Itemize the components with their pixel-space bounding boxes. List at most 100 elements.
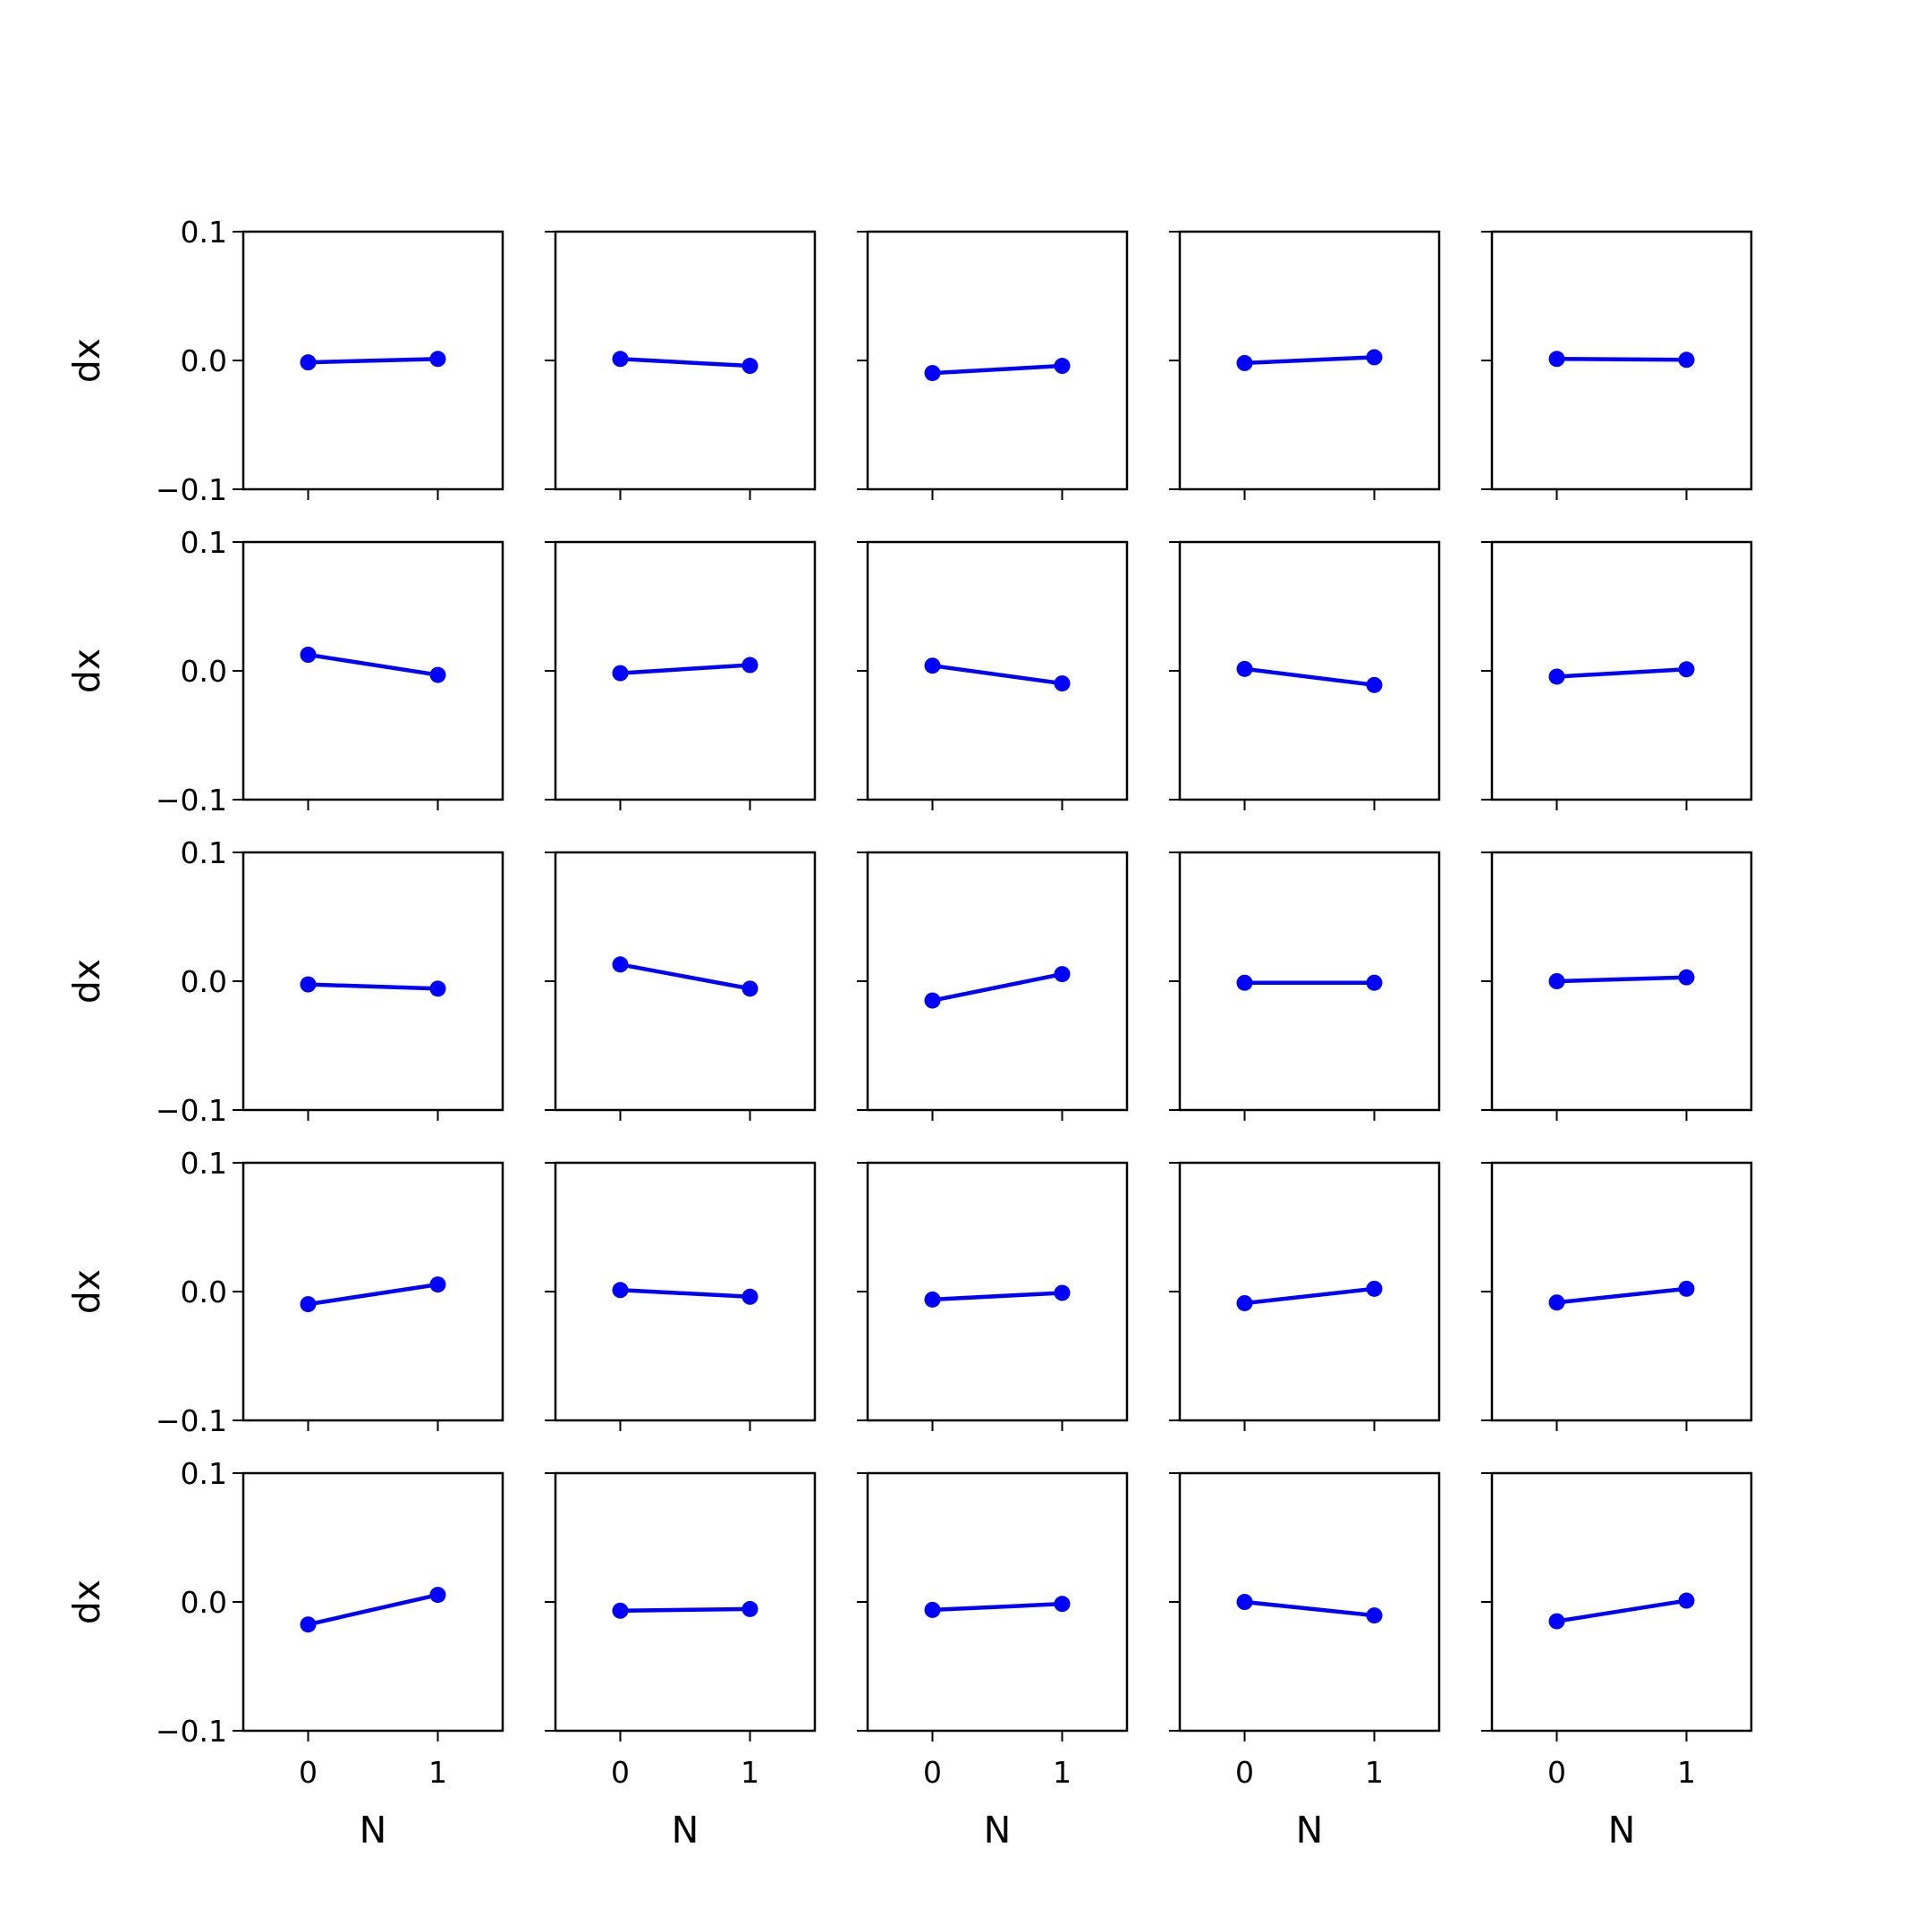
series-line bbox=[930, 363, 1064, 376]
data-point bbox=[1236, 354, 1253, 371]
data-point bbox=[1236, 974, 1253, 991]
data-point bbox=[741, 1600, 758, 1617]
y-tick-label: 0.1 bbox=[181, 1146, 227, 1181]
data-point bbox=[1678, 661, 1695, 678]
axes-frame bbox=[866, 1471, 1129, 1733]
data-point bbox=[924, 1291, 941, 1308]
data-point bbox=[429, 351, 446, 368]
axes-frame bbox=[1490, 1161, 1753, 1422]
x-tick-label: 0 bbox=[299, 1755, 318, 1790]
axes-frame bbox=[866, 230, 1129, 491]
subplot-r4-c4 bbox=[1169, 1161, 1441, 1431]
subplot-r3-c4 bbox=[1169, 851, 1441, 1121]
x-tick-label: 1 bbox=[741, 1755, 759, 1790]
data-point bbox=[1366, 1607, 1383, 1624]
x-tick-label: 0 bbox=[923, 1755, 942, 1790]
subplot-r5-c3: 0 1 N bbox=[857, 1471, 1129, 1852]
data-point bbox=[741, 1288, 758, 1305]
data-point bbox=[612, 351, 629, 368]
y-tick-label: 0.1 bbox=[181, 525, 227, 560]
subplot-r3-c2 bbox=[545, 851, 817, 1121]
data-point bbox=[300, 354, 317, 371]
series-line bbox=[305, 1592, 441, 1627]
data-point bbox=[1366, 1280, 1383, 1297]
series-line bbox=[1241, 666, 1377, 688]
subplot-r2-c4 bbox=[1169, 540, 1441, 810]
axes-frame bbox=[1178, 230, 1441, 491]
series-line bbox=[1242, 1286, 1377, 1306]
data-point bbox=[300, 1616, 317, 1633]
x-tick-label: 0 bbox=[1235, 1755, 1254, 1790]
data-point bbox=[300, 976, 317, 993]
y-tick-label: 0.0 bbox=[181, 654, 227, 689]
axes-frame bbox=[1490, 851, 1753, 1112]
data-point bbox=[1548, 1294, 1565, 1311]
data-point bbox=[1678, 969, 1695, 986]
series-line bbox=[618, 356, 752, 369]
data-point bbox=[1054, 1596, 1071, 1613]
series-line bbox=[618, 1287, 752, 1300]
subplot-r4-c1: −0.1 0.0 0.1 dx bbox=[65, 1146, 504, 1438]
data-point bbox=[1678, 1280, 1695, 1297]
y-tick-label: −0.1 bbox=[156, 1403, 227, 1438]
data-point bbox=[429, 1276, 446, 1293]
x-axis-label: N bbox=[672, 1809, 699, 1852]
subplot-r4-c5 bbox=[1481, 1161, 1753, 1431]
y-tick-label: 0.1 bbox=[181, 215, 227, 250]
series-line bbox=[930, 1291, 1064, 1302]
axes-frame bbox=[866, 1161, 1129, 1422]
x-tick-label: 0 bbox=[611, 1755, 630, 1790]
series-line bbox=[305, 652, 441, 678]
subplot-r5-c5: 0 1 N bbox=[1481, 1471, 1753, 1852]
axes-frame bbox=[1490, 540, 1753, 801]
series-line bbox=[618, 1606, 752, 1614]
subplot-r4-c2 bbox=[545, 1161, 817, 1431]
data-point bbox=[1548, 1613, 1565, 1630]
x-axis-label: N bbox=[1608, 1809, 1636, 1852]
subplot-r5-c4: 0 1 N bbox=[1169, 1471, 1441, 1852]
series-line bbox=[618, 663, 752, 675]
subplot-r2-c1: −0.1 0.0 0.1 dx bbox=[65, 525, 504, 818]
y-tick-label: 0.0 bbox=[181, 343, 227, 378]
data-point bbox=[300, 647, 317, 663]
data-point bbox=[1548, 973, 1565, 989]
subplot-r3-c1: −0.1 0.0 0.1 dx bbox=[65, 835, 504, 1128]
data-point bbox=[1678, 352, 1695, 369]
data-point bbox=[741, 358, 758, 375]
subplot-r2-c2 bbox=[545, 540, 817, 810]
y-tick-label: −0.1 bbox=[156, 472, 227, 507]
series-line bbox=[1242, 355, 1377, 366]
y-axis-label: dx bbox=[65, 1269, 108, 1314]
axes-frame bbox=[242, 1471, 504, 1733]
x-axis-label: N bbox=[984, 1809, 1012, 1852]
y-tick-label: −0.1 bbox=[156, 1093, 227, 1128]
y-tick-label: 0.1 bbox=[181, 1456, 227, 1491]
series-line bbox=[929, 971, 1065, 1004]
subplot-r1-c4 bbox=[1169, 230, 1441, 500]
axes-frame bbox=[554, 851, 817, 1112]
data-point bbox=[1054, 358, 1071, 375]
series-line bbox=[1555, 357, 1689, 362]
y-axis-label: dx bbox=[65, 648, 108, 693]
x-tick-label: 1 bbox=[1677, 1755, 1696, 1790]
series-line bbox=[1555, 1286, 1689, 1305]
axes-frame bbox=[554, 540, 817, 801]
axes-frame bbox=[242, 540, 504, 801]
subplot-r2-c5 bbox=[1481, 540, 1753, 810]
axes-frame bbox=[1178, 851, 1441, 1112]
data-point bbox=[924, 365, 941, 382]
axes-frame bbox=[242, 230, 504, 491]
axes-frame bbox=[242, 1161, 504, 1422]
data-point bbox=[612, 1602, 629, 1619]
subplot-r5-c2: 0 1 N bbox=[545, 1471, 817, 1852]
data-point bbox=[1548, 351, 1565, 368]
series-line bbox=[929, 663, 1065, 686]
axes-frame bbox=[1490, 1471, 1753, 1733]
series-line bbox=[930, 1601, 1064, 1613]
series-line bbox=[617, 962, 753, 991]
data-point bbox=[1054, 675, 1071, 692]
axes-frame bbox=[866, 851, 1129, 1112]
axes-frame bbox=[554, 1161, 817, 1422]
